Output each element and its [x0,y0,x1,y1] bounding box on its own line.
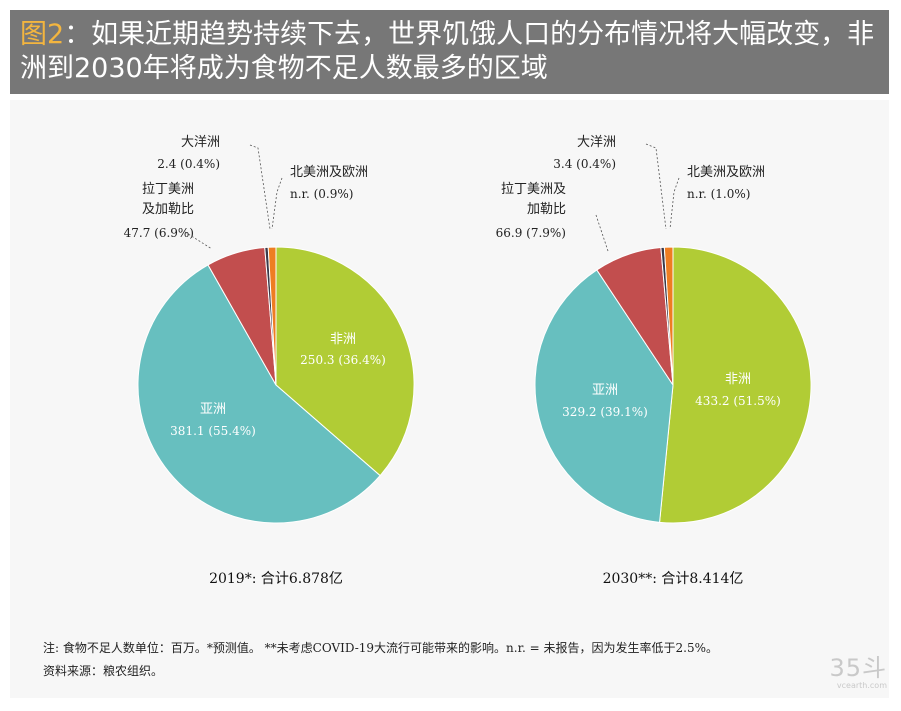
pie-slice [663,246,674,386]
page-title: 图2：如果近期趋势持续下去，世界饥饿人口的分布情况将大幅改变，非洲到2030年将… [20,18,880,86]
slice-name-label: 大洋洲 [181,135,220,150]
leader-line [669,177,680,230]
footer: 注: 食物不足人数单位：百万。*预测值。 **未考虑COVID-19大流行可能带… [43,637,883,683]
leader-line [271,177,283,230]
slice-value-label: 2.4 (0.4%) [157,157,220,171]
slice-name-label: 拉丁美洲及 [501,182,566,197]
title-text: ：如果近期趋势持续下去，世界饥饿人口的分布情况将大幅改变，非洲到2030年将成为… [20,19,875,84]
watermark: 35斗 vcearth.com [829,655,887,691]
header-banner: 图2：如果近期趋势持续下去，世界饥饿人口的分布情况将大幅改变，非洲到2030年将… [10,10,889,94]
leader-line [249,144,271,230]
slice-value-label: 47.7 (6.9%) [124,226,194,240]
slice-value-label: n.r. (1.0%) [687,187,750,201]
chart-caption: 2019*: 合计6.878亿 [209,571,343,587]
slice-value-label: 250.3 (36.4%) [300,353,386,367]
pie-slice [137,264,381,524]
footer-note: 注: 食物不足人数单位：百万。*预测值。 **未考虑COVID-19大流行可能带… [43,641,719,655]
slice-name-label: 北美洲及欧洲 [687,165,765,180]
leader-line [184,231,213,250]
slice-value-label: 329.2 (39.1%) [562,405,648,419]
leader-line [645,143,667,230]
slice-name-label: 亚洲 [592,383,618,398]
figure-label: 图2 [20,19,65,50]
slice-name-label: 拉丁美洲 [142,182,194,197]
slice-value-label: 381.1 (55.4%) [170,424,256,438]
footer-source: 资料来源：粮农组织。 [43,664,164,678]
pie-slice [659,246,812,524]
watermark-logo: 35斗 [829,654,887,682]
slice-name-label: 亚洲 [200,402,226,417]
slice-name-label: 北美洲及欧洲 [290,165,368,180]
pie-slice [267,246,277,386]
slice-value-label: 433.2 (51.5%) [695,394,781,408]
leader-line [595,214,609,252]
slice-name-label: 及加勒比 [142,202,194,217]
slice-name-label: 加勒比 [527,202,566,217]
chart-caption: 2030**: 合计8.414亿 [603,571,744,587]
slice-value-label: 66.9 (7.9%) [496,226,566,240]
pie-slice [275,246,415,477]
slice-name-label: 大洋洲 [577,135,616,150]
watermark-site: vcearth.com [836,681,887,690]
slice-value-label: 3.4 (0.4%) [553,157,616,171]
slice-name-label: 非洲 [725,372,751,387]
slice-value-label: n.r. (0.9%) [290,187,353,201]
slice-name-label: 非洲 [330,332,356,347]
